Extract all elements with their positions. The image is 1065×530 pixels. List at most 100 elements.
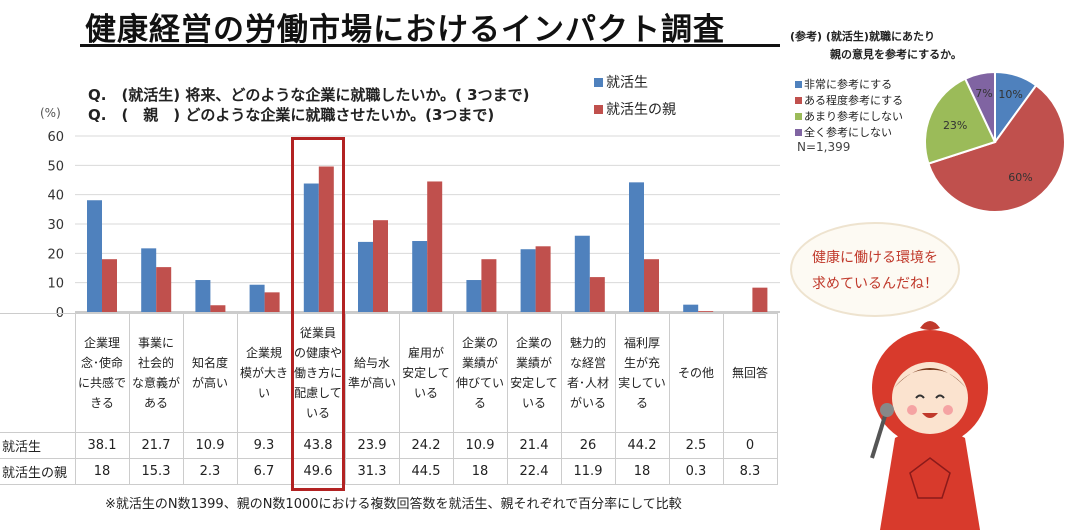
row-header-student: 就活生: [0, 432, 76, 459]
question-parent: Q. ( 親 ) どのような企業に就職させたいか。(3つまで): [88, 106, 495, 124]
pie-legend: 非常に参考にする ある程度参考にする あまり参考にしない 全く参考にしない: [795, 76, 903, 140]
bar-parent: [264, 292, 280, 312]
category-label-line: 準が高い: [347, 376, 396, 390]
pie-slice-label: 10%: [998, 88, 1022, 101]
legend-swatch: [594, 77, 603, 87]
pie-legend-item: あまり参考にしない: [795, 108, 903, 124]
pie-legend-label: あまり参考にしない: [804, 110, 903, 123]
category-label: 知名度 が高い: [182, 313, 238, 433]
category-label-line: がいる: [569, 396, 606, 410]
value-cell: 18: [452, 458, 508, 485]
bar-parent: [427, 181, 443, 312]
legend-swatch: [594, 104, 603, 114]
category-label-line: が高い: [191, 376, 228, 390]
bubble-line: 求めているんだね！: [812, 276, 938, 292]
bar-student: [303, 183, 319, 312]
value-cell: 21.7: [128, 432, 184, 459]
legend-swatch: [795, 96, 802, 104]
highlight-box: [291, 137, 345, 491]
pie-note: N=1,399: [797, 140, 851, 154]
bar-parent: [102, 259, 117, 312]
unit-label: (%): [40, 106, 61, 120]
value-cell: 2.5: [668, 432, 724, 459]
value-cell: 31.3: [344, 458, 400, 485]
table-corner: [0, 313, 76, 433]
value-cell: 15.3: [128, 458, 184, 485]
category-label: 雇用が 安定して いる: [398, 313, 454, 433]
y-tick-label: 50: [47, 159, 64, 174]
value-cell: 6.7: [236, 458, 292, 485]
category-label-line: 生が充: [623, 356, 660, 370]
speech-bubble: 健康に働ける環境を 求めているんだね！: [790, 222, 960, 317]
pie-title: (参考) (就活生)就職にあたり 親の意見を参考にするか。: [790, 28, 962, 64]
bar-student: [249, 284, 265, 312]
pie-chart: 10% 60% 23% 7%: [924, 70, 1065, 213]
bar-student: [412, 241, 428, 312]
bar-parent: [535, 246, 551, 312]
category-label: 企業の 業績が 安定して いる: [506, 313, 562, 433]
pie-slice: [963, 70, 996, 143]
category-label: 企業の 業績が 伸びている: [452, 313, 508, 433]
value-cell: 18: [74, 458, 130, 485]
value-cell: 26: [560, 432, 616, 459]
category-label-line: い: [257, 386, 270, 400]
category-label-line: 伸びてい: [455, 376, 504, 390]
bar-parent: [481, 259, 497, 312]
bar-parent: [373, 220, 388, 312]
bar-student: [358, 241, 373, 312]
row-header-parent: 就活生の親: [0, 458, 76, 485]
category-label: 無回答: [722, 313, 778, 433]
category-label-line: 魅力的: [569, 336, 606, 350]
value-cell: 21.4: [506, 432, 562, 459]
value-cell: 22.4: [506, 458, 562, 485]
pie-legend-item: 非常に参考にする: [795, 76, 903, 92]
category-label-line: 企業の: [461, 336, 498, 350]
category-label-line: いる: [413, 386, 438, 400]
pie-legend-label: 非常に参考にする: [804, 78, 893, 91]
value-cell: 18: [614, 458, 670, 485]
pie-legend-label: 全く参考にしない: [804, 126, 892, 139]
category-label: 企業規 模が大きい: [236, 313, 292, 433]
pie-slice-label: 23%: [943, 119, 967, 132]
bar-parent: [589, 277, 605, 312]
mascot-character: [870, 321, 988, 530]
bar-student: [574, 235, 590, 312]
value-cell: 8.3: [722, 458, 778, 485]
footnote: ※就活生のN数1399、親のN数1000における複数回答数を就活生、親それぞれで…: [105, 497, 682, 512]
y-tick-label: 60: [47, 130, 64, 145]
category-label-line: 知名度: [191, 356, 228, 370]
category-label: 企業理 念･使命 に共感で きる: [74, 313, 130, 433]
page-title: 健康経営の労働市場におけるインパクト調査: [85, 12, 725, 48]
value-cell: 49.6: [290, 458, 346, 485]
value-cell: 10.9: [182, 432, 238, 459]
category-label-line: その他: [677, 366, 714, 380]
category-label-line: る: [635, 396, 648, 410]
category-label-line: ある: [143, 396, 168, 410]
pie-slice: [927, 83, 1065, 213]
y-tick-label: 40: [47, 189, 64, 204]
category-label-line: 業績が: [515, 356, 552, 370]
category-label-line: 者･人材: [566, 376, 609, 390]
bar-parent: [644, 259, 659, 312]
category-label-line: 念･使命: [80, 356, 123, 370]
bar-parent: [156, 267, 172, 312]
legend-student: 就活生: [594, 72, 648, 92]
category-label-line: 福利厚: [623, 336, 660, 350]
pie-slice-label: 60%: [1008, 171, 1032, 184]
pie-title-line: (参考) (就活生)就職にあたり: [790, 30, 935, 43]
category-label-line: 配慮して: [294, 386, 342, 400]
category-label-line: 模が大き: [239, 366, 288, 380]
bar-parent: [210, 305, 226, 312]
bar-student: [195, 280, 211, 312]
bar-student: [520, 249, 536, 312]
value-cell: 24.2: [398, 432, 454, 459]
title-underline: [80, 44, 780, 47]
bar-parent: [752, 287, 768, 312]
value-cell: 0: [722, 432, 778, 459]
bar-parent: [698, 311, 714, 312]
category-label: 福利厚 生が充 実している: [614, 313, 670, 433]
category-label-line: 企業理: [83, 336, 120, 350]
category-label-line: な経営: [569, 356, 606, 370]
category-label: 魅力的な経営者･人材がいる: [560, 313, 616, 433]
